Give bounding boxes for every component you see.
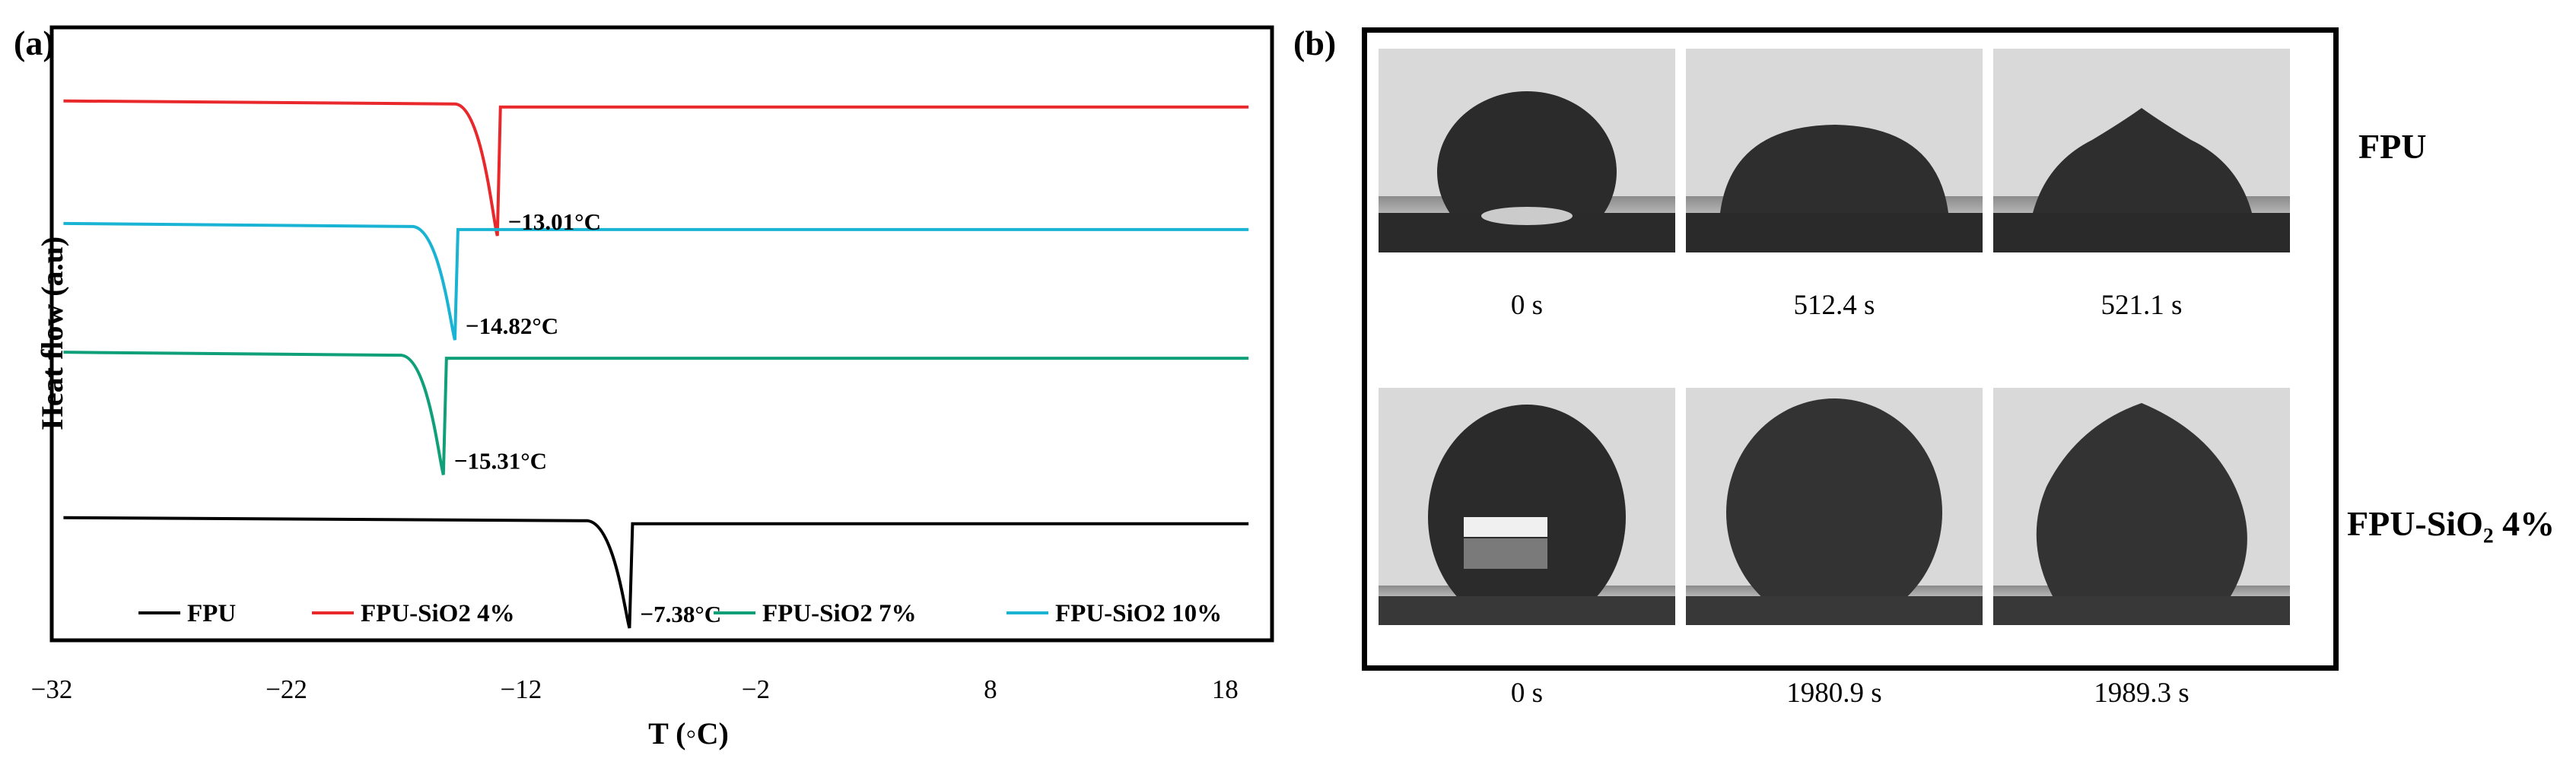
time-label: 1989.3 s xyxy=(2094,678,2190,709)
series-line xyxy=(63,221,1249,341)
x-tick-label: 8 xyxy=(984,675,997,704)
sample-label-fpu-sio2: FPU-SiO₂ 4% xyxy=(2347,504,2555,543)
droplet-photo xyxy=(1686,388,1983,625)
time-label: 521.1 s xyxy=(2101,290,2183,321)
y-axis-label: Heat flow (a.u) xyxy=(35,236,69,430)
x-tick-label: −12 xyxy=(501,675,542,704)
series-line xyxy=(63,516,1249,629)
droplet-photo xyxy=(1686,49,1983,252)
droplet-photo xyxy=(1993,49,2290,252)
peak-label: −7.38°C xyxy=(640,601,721,627)
x-tick-labels: −32 −22 −12 −2 8 18 xyxy=(31,675,1239,704)
x-axis-label: T (◦C) xyxy=(648,716,729,751)
panel-a-label: (a) xyxy=(14,24,55,62)
x-tick-label: −32 xyxy=(31,675,73,704)
droplet-photo xyxy=(1379,388,1675,625)
time-label: 512.4 s xyxy=(1793,290,1875,321)
peak-label-layer: −13.01°C −14.82°C −15.31°C −7.38°C xyxy=(454,208,721,627)
series-line xyxy=(63,351,1249,475)
plot-frame xyxy=(49,25,1274,643)
legend-label: FPU xyxy=(187,600,236,627)
dsc-chart: −13.01°C −14.82°C −15.31°C −7.38°C FPU FPU-S… xyxy=(31,25,1274,751)
series-line xyxy=(63,99,1249,236)
legend-label: FPU-SiO2 7% xyxy=(762,600,917,627)
x-tick-label: −22 xyxy=(266,675,307,704)
droplet-photo xyxy=(1993,388,2290,625)
panel-b-label: (b) xyxy=(1293,24,1337,62)
time-label: 0 s xyxy=(1510,678,1544,709)
legend-label: FPU-SiO2 10% xyxy=(1055,600,1222,627)
time-label: 0 s xyxy=(1510,290,1544,321)
peak-label: −13.01°C xyxy=(508,208,601,235)
sample-label-fpu: FPU xyxy=(2358,127,2427,166)
series-layer xyxy=(63,99,1249,629)
peak-label: −15.31°C xyxy=(454,447,547,474)
droplet-photo xyxy=(1379,49,1675,252)
time-label: 1980.9 s xyxy=(1786,678,1882,709)
peak-label: −14.82°C xyxy=(466,313,558,339)
legend: FPU FPU-SiO2 4% FPU-SiO2 7% FPU-SiO2 10% xyxy=(138,600,1222,627)
x-tick-label: −2 xyxy=(742,675,770,704)
x-tick-label: 18 xyxy=(1212,675,1239,704)
legend-label: FPU-SiO2 4% xyxy=(361,600,515,627)
